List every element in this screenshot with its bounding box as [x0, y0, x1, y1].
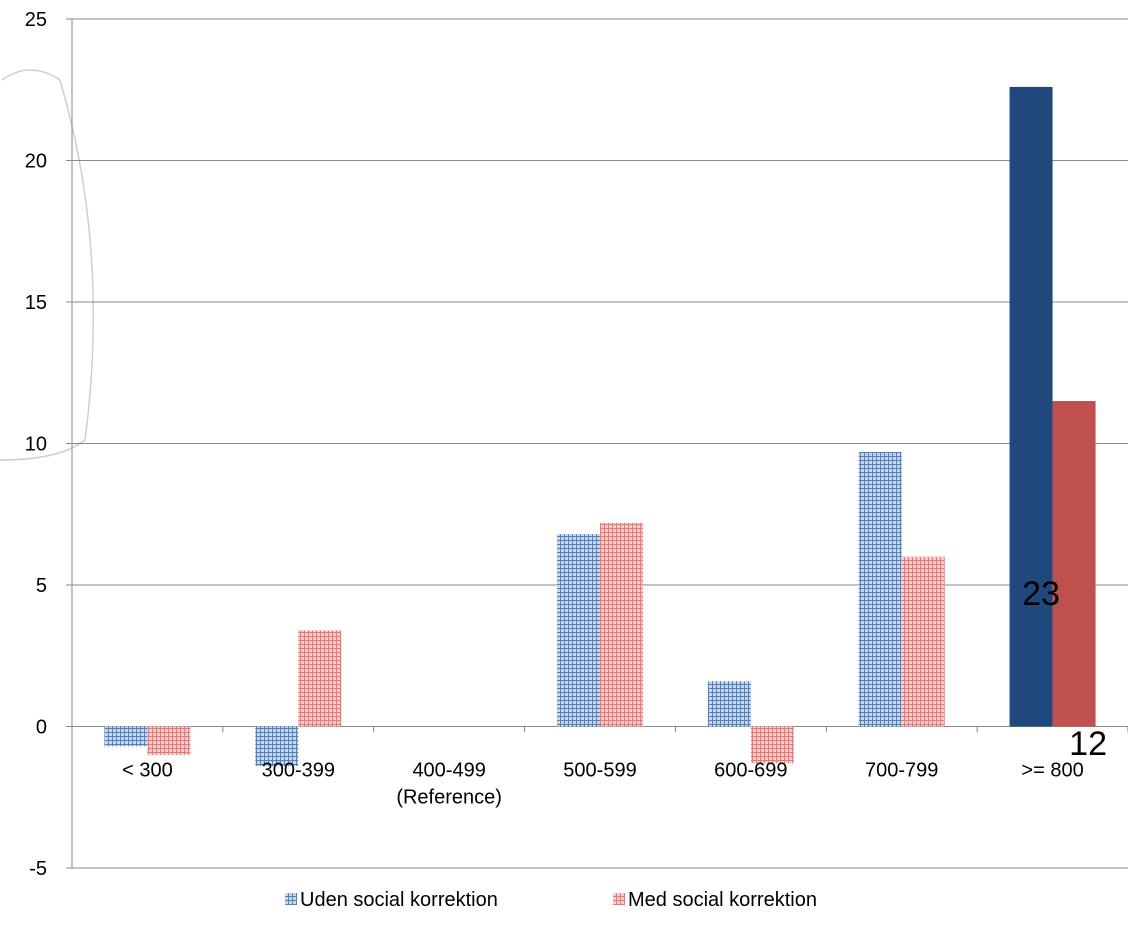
x-tick-label: < 300	[122, 760, 173, 782]
y-tick-label: 20	[25, 151, 47, 173]
x-tick-label: >= 800	[1021, 760, 1083, 782]
bar-uden-6	[1009, 86, 1053, 727]
bar-uden-3	[557, 534, 600, 727]
bar-med-5	[901, 556, 945, 727]
bar-med-1	[298, 630, 342, 727]
x-tick-label: 600-699	[714, 760, 787, 782]
y-tick-label: 15	[25, 292, 47, 314]
bar-uden-4	[707, 681, 751, 727]
legend-swatch	[613, 893, 625, 905]
legend-swatch	[285, 893, 297, 905]
x-tick-label: 400-499	[412, 760, 485, 782]
y-tick-label: 25	[25, 9, 47, 31]
bar-med-4	[750, 726, 794, 764]
legend-label: Med social korrektion	[628, 889, 817, 911]
bar-med-3	[600, 522, 643, 727]
x-tick-sublabel: (Reference)	[396, 787, 502, 809]
data-labels: 23 12	[1022, 575, 1107, 763]
bars	[104, 86, 1096, 767]
y-tick-label: 5	[36, 575, 47, 597]
y-tick-label: 10	[25, 434, 47, 456]
y-tick-labels: -5 0 5 10 15 20 25	[25, 9, 47, 880]
x-tick-label: 300-399	[262, 760, 335, 782]
data-label: 12	[1069, 725, 1107, 763]
legend-label: Uden social korrektion	[300, 889, 498, 911]
x-tick-label: 700-799	[865, 760, 938, 782]
data-label: 23	[1022, 575, 1060, 613]
bar-uden-1	[255, 726, 299, 767]
bar-med-6	[1052, 401, 1096, 727]
bar-med-0	[147, 726, 191, 755]
x-tick-label: 500-599	[563, 760, 636, 782]
axes	[71, 19, 1128, 868]
decorative-curve	[0, 69, 95, 461]
y-tick-label: -5	[29, 858, 47, 880]
bar-uden-0	[104, 726, 148, 747]
y-tick-label: 0	[36, 717, 47, 739]
x-tick-labels: < 300 300-399 400-499 (Reference) 500-599 600…	[122, 760, 1084, 809]
grid-lines	[66, 18, 1128, 869]
bar-uden-5	[858, 451, 902, 727]
legend: Uden social korrektion Med social korrekt…	[285, 889, 817, 911]
